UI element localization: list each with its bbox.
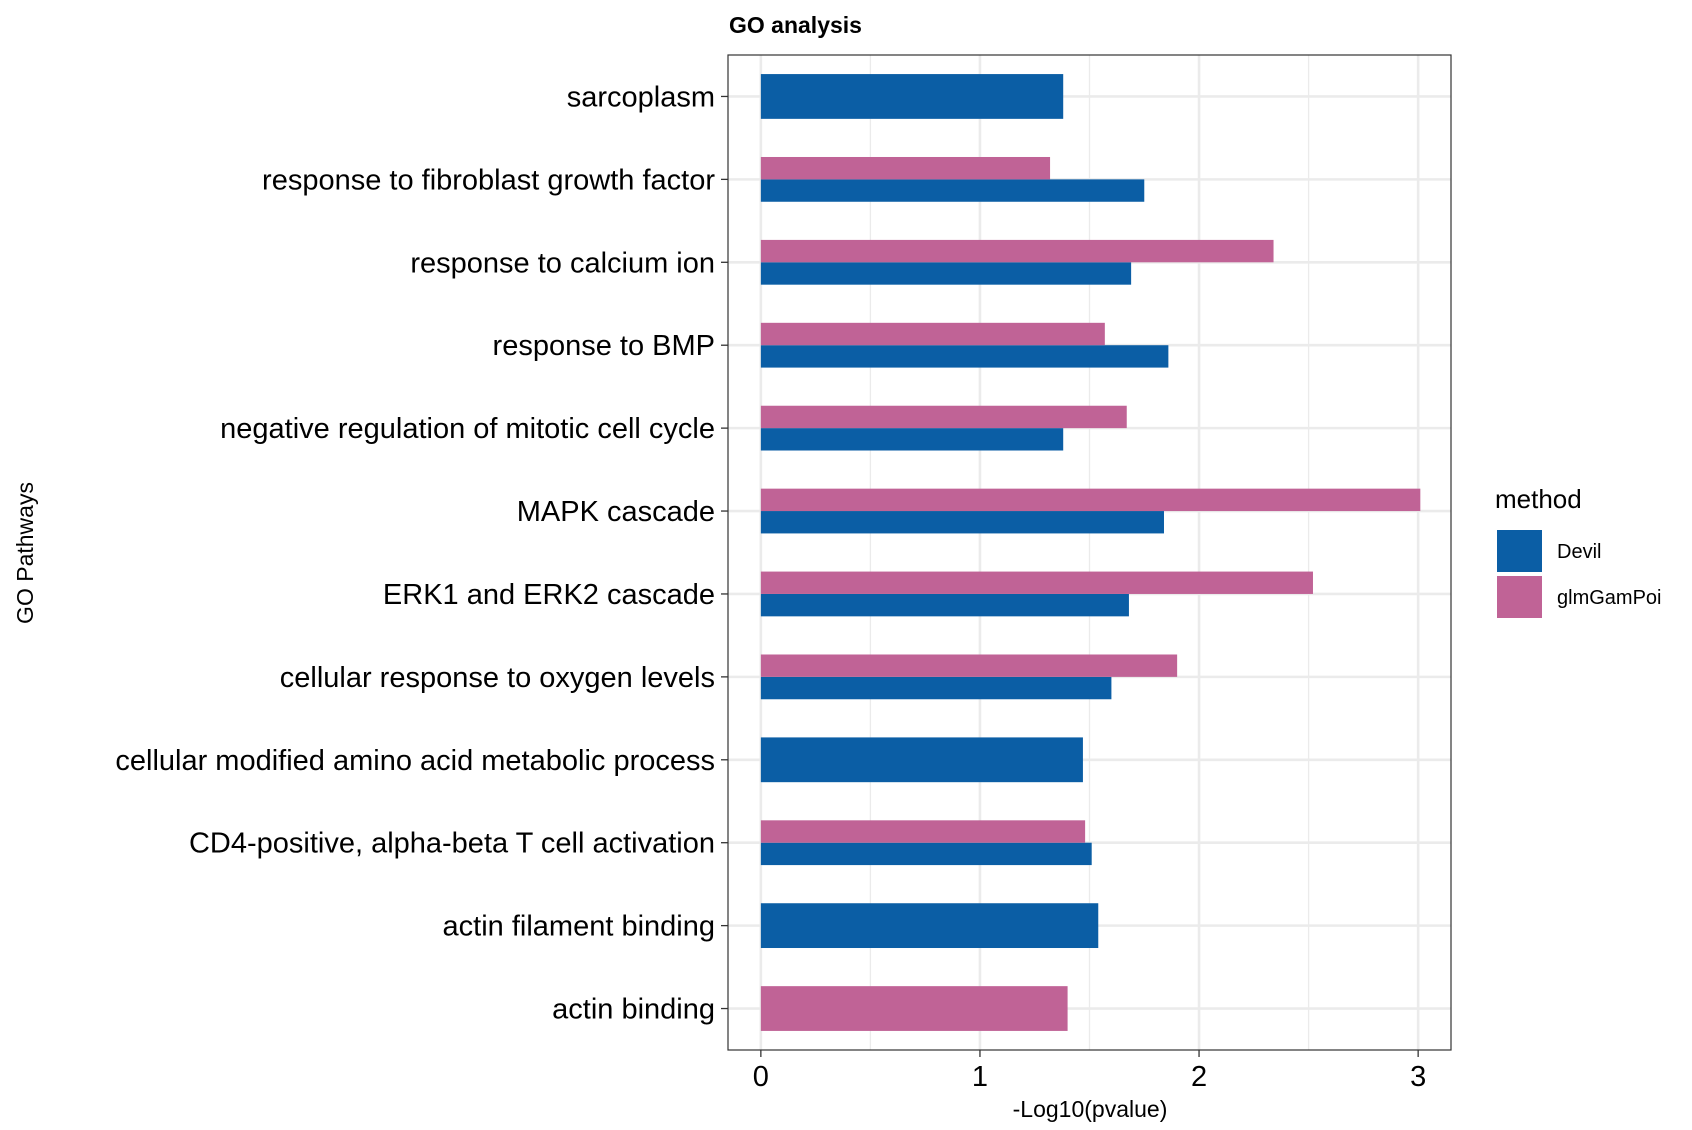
y-tick-label: cellular response to oxygen levels: [280, 662, 715, 694]
bar-glmgampoi-7: [760, 654, 1178, 677]
bar-devil-1: [760, 179, 1145, 202]
y-tick-label: cellular modified amino acid metabolic p…: [115, 745, 715, 777]
y-tick-label: response to BMP: [493, 330, 715, 362]
x-tick-label: 1: [972, 1061, 988, 1093]
y-tick-label: negative regulation of mitotic cell cycl…: [220, 413, 715, 445]
bar-glmgampoi-4: [760, 405, 1127, 429]
bar-devil-3: [760, 345, 1169, 368]
bar-devil-5: [760, 511, 1164, 534]
bar-devil-6: [760, 593, 1129, 617]
bar-glmgampoi-2: [760, 239, 1274, 263]
bar-devil-7: [760, 676, 1112, 700]
x-axis-title: -Log10(pvalue): [1013, 1096, 1168, 1122]
bar-devil-10: [760, 903, 1099, 949]
bar-devil-9: [760, 842, 1092, 866]
axis-layer: sarcoplasm response to fibroblast growth …: [115, 81, 1426, 1093]
legend-key-glmgampoi: [1497, 576, 1542, 618]
legend-label-glmgampoi: glmGamPoi: [1557, 587, 1661, 609]
bar-devil-2: [760, 262, 1132, 285]
bar-glmgampoi-3: [760, 322, 1105, 346]
y-tick-label: actin filament binding: [443, 911, 715, 943]
x-tick-label: 0: [753, 1061, 769, 1093]
panel-border: [727, 54, 1452, 1051]
bar-glmgampoi-5: [760, 488, 1421, 512]
bar-glmgampoi-9: [760, 820, 1086, 843]
bar-layer: [760, 74, 1421, 1031]
bar-glmgampoi-11: [760, 986, 1068, 1031]
bar-devil-8: [760, 737, 1083, 783]
y-tick-label: ERK1 and ERK2 cascade: [383, 579, 715, 611]
y-tick-label: CD4-positive, alpha-beta T cell activati…: [189, 828, 715, 860]
chart-title: GO analysis: [729, 12, 862, 38]
bar-glmgampoi-1: [760, 156, 1051, 180]
x-tick-label: 3: [1410, 1061, 1426, 1093]
legend-key-devil: [1497, 530, 1542, 572]
y-tick-label: response to fibroblast growth factor: [262, 164, 715, 196]
y-tick-label: response to calcium ion: [410, 247, 715, 279]
bar-devil-4: [760, 428, 1064, 451]
y-tick-label: MAPK cascade: [517, 496, 715, 528]
legend: method Devil glmGamPoi: [1495, 484, 1661, 618]
y-tick-label: actin binding: [552, 994, 715, 1026]
legend-label-devil: Devil: [1557, 541, 1601, 563]
bar-devil-0: [760, 74, 1064, 119]
y-axis-title: GO Pathways: [12, 482, 38, 624]
bar-glmgampoi-6: [760, 571, 1313, 594]
x-tick-label: 2: [1191, 1061, 1207, 1093]
y-tick-label: sarcoplasm: [567, 81, 715, 113]
legend-title: method: [1495, 484, 1582, 514]
